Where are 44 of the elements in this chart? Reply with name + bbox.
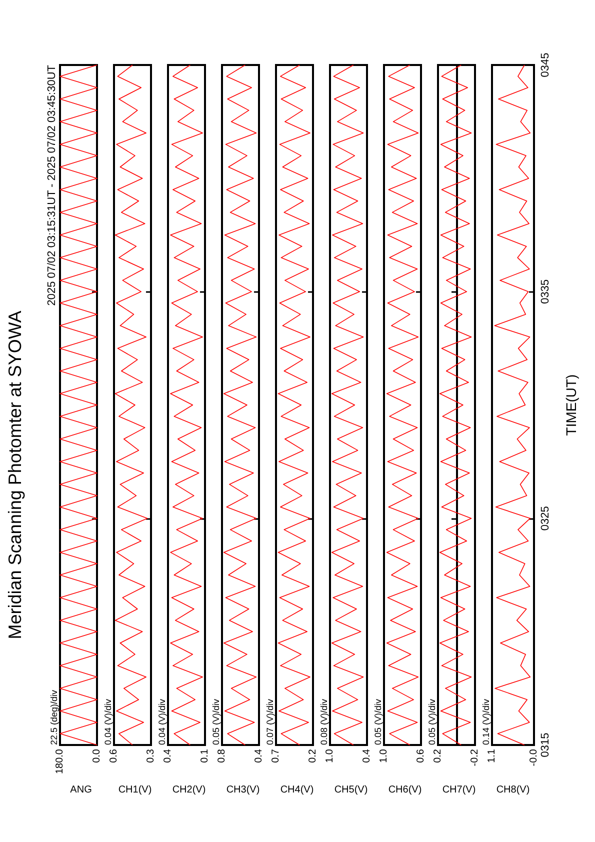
x-tick-label: 1.1	[486, 748, 498, 763]
x-tick-label: 0.1	[200, 748, 210, 763]
y-tick-label: 0335	[540, 279, 552, 304]
text: 0.04 (V)/div	[157, 698, 167, 745]
x-tick-label: 0.4	[162, 748, 174, 763]
text: 0.08 (V)/div	[319, 698, 329, 745]
x-tick-label: 0.7	[270, 748, 282, 763]
x-axis-title: CH2(V)	[172, 784, 206, 796]
x-tick-label: 0.0	[92, 748, 102, 763]
x-tick-label: -0.2	[470, 748, 480, 766]
y-tick-label: 0315	[540, 732, 552, 758]
y-axis-title: TIME(UT)	[563, 374, 579, 436]
text: 0.07 (V)/div	[265, 698, 275, 745]
x-tick-label: 1.0	[378, 748, 390, 763]
text: 22.5 (deg)/div	[49, 689, 59, 745]
text: 0.05 (V)/div	[373, 698, 383, 745]
x-axis-title: CH3(V)	[226, 784, 260, 796]
line-series	[494, 64, 531, 746]
x-tick-label: 0.2	[308, 748, 318, 763]
x-tick-label: 0.6	[108, 748, 120, 763]
x-tick-label: 0.2	[432, 748, 444, 763]
y-tick-label: 0325	[540, 506, 552, 531]
x-axis-title: CH8(V)	[496, 784, 530, 796]
x-tick-label: 1.0	[324, 748, 336, 763]
text: 0.04 (V)/div	[103, 698, 113, 745]
x-tick-label: 0.3	[146, 748, 156, 763]
text: 2025 07/02 03:15:31UT - 2025 07/02 03:45:30UT	[46, 64, 58, 306]
x-axis-title: CH7(V)	[442, 784, 476, 796]
text: Meridian Scanning Photomter at SYOWA	[5, 310, 25, 640]
y-tick-label: 0345	[540, 52, 552, 78]
x-axis-title: CH4(V)	[280, 784, 314, 796]
x-axis-title: CH1(V)	[118, 784, 152, 796]
text: 0.05 (V)/div	[427, 698, 437, 745]
x-tick-label: -0.0	[528, 748, 540, 766]
text: 0.14 (V)/div	[481, 698, 491, 745]
x-axis-title: CH6(V)	[388, 784, 422, 796]
x-tick-label: 180.0	[54, 748, 66, 774]
text: 0.05 (V)/div	[211, 698, 221, 745]
x-axis-title: ANG	[70, 784, 92, 796]
x-tick-label: 0.4	[362, 748, 372, 763]
x-axis-title: CH5(V)	[334, 784, 368, 796]
x-tick-label: 0.4	[254, 748, 264, 763]
x-tick-label: 0.6	[416, 748, 426, 763]
x-tick-label: 0.8	[216, 748, 228, 763]
